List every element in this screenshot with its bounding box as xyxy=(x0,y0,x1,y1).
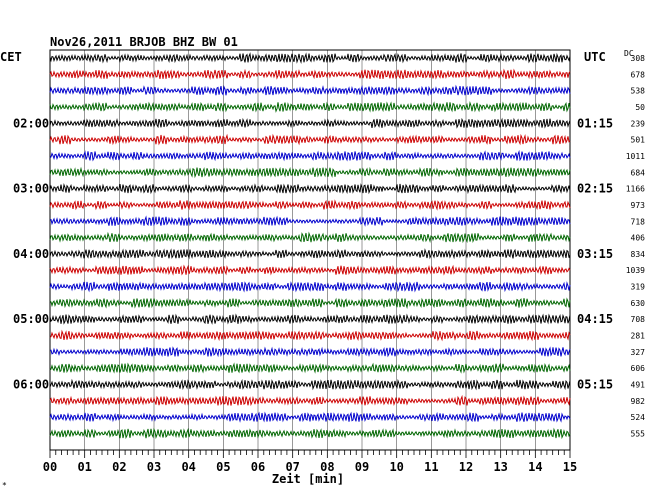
dc-offset-label: 308 xyxy=(631,54,646,63)
trace-line xyxy=(49,297,571,310)
trace-line xyxy=(49,362,571,374)
dc-offset-label: 406 xyxy=(631,234,646,243)
trace-line xyxy=(49,248,571,260)
dc-offset-label: 982 xyxy=(631,397,646,406)
x-axis: 00 01 02 03 04 05 06 07 08 09 10 11 12 13 14 15 xyxy=(43,450,577,474)
x-tick-label: 11 xyxy=(424,460,438,474)
x-tick-label: 06 xyxy=(251,460,265,474)
dc-offset-label: 834 xyxy=(631,250,646,259)
trace-line xyxy=(49,329,571,342)
x-tick-label: 09 xyxy=(355,460,369,474)
dc-offset-label: 678 xyxy=(631,70,646,79)
left-hour-label: 04:00 xyxy=(13,247,49,261)
trace-line xyxy=(49,68,571,80)
x-tick-label: 13 xyxy=(493,460,507,474)
dc-offset-label: 524 xyxy=(631,413,646,422)
dc-offset-label: 319 xyxy=(631,283,646,292)
dc-offset-label: 1166 xyxy=(626,185,645,194)
left-hour-label: 03:00 xyxy=(13,182,49,196)
row-labels: 02:00 03:00 04:00 05:00 06:00 01:15 02:15 03:15… xyxy=(13,54,645,439)
chart-title: Nov26,2011 BRJOB BHZ BW 01 xyxy=(50,35,238,49)
trace-line xyxy=(49,166,571,179)
dc-offset-label: 708 xyxy=(631,315,646,324)
dc-header-label: DC xyxy=(624,49,634,58)
x-tick-label: 04 xyxy=(181,460,195,474)
dc-offset-label: 718 xyxy=(631,217,646,226)
dc-offset-label: 1039 xyxy=(626,266,645,275)
dc-offset-label: 1011 xyxy=(626,152,645,161)
x-tick-label: 07 xyxy=(285,460,299,474)
dc-offset-label: 538 xyxy=(631,87,646,96)
dc-offset-label: 491 xyxy=(631,381,646,390)
right-hour-label: 02:15 xyxy=(577,182,613,196)
dc-offset-label: 973 xyxy=(631,201,646,210)
trace-line xyxy=(49,199,571,211)
x-tick-label: 08 xyxy=(320,460,334,474)
x-tick-label: 12 xyxy=(459,460,473,474)
trace-line xyxy=(49,231,571,244)
trace-line xyxy=(49,149,571,162)
trace-line xyxy=(49,411,571,423)
trace-line xyxy=(49,133,571,146)
trace-line xyxy=(49,215,571,227)
x-tick-label: 00 xyxy=(43,460,57,474)
left-timezone-label: CET xyxy=(0,50,22,64)
dc-offset-label: 239 xyxy=(631,119,646,128)
dc-offset-label: 606 xyxy=(631,364,646,373)
x-tick-label: 02 xyxy=(112,460,126,474)
right-hour-label: 01:15 xyxy=(577,116,613,130)
trace-line xyxy=(49,264,571,276)
dc-offset-label: 684 xyxy=(631,168,646,177)
left-hour-label: 06:00 xyxy=(13,378,49,392)
trace-line xyxy=(49,117,571,129)
trace-line xyxy=(49,183,571,195)
left-hour-label: 05:00 xyxy=(13,312,49,326)
trace-line xyxy=(49,378,571,391)
trace-line xyxy=(49,346,571,358)
x-axis-label: Zeit [min] xyxy=(272,472,344,486)
footer-mark: * xyxy=(2,481,7,490)
x-tick-label: 03 xyxy=(147,460,161,474)
right-timezone-label: UTC xyxy=(584,50,606,64)
right-hour-label: 03:15 xyxy=(577,247,613,261)
right-hour-label: 05:15 xyxy=(577,378,613,392)
trace-line xyxy=(49,100,571,113)
dc-offset-label: 555 xyxy=(631,430,646,439)
left-hour-label: 02:00 xyxy=(13,116,49,130)
dc-offset-label: 501 xyxy=(631,136,646,145)
trace-line xyxy=(49,52,571,65)
trace-line xyxy=(49,281,571,293)
x-tick-label: 10 xyxy=(389,460,403,474)
x-tick-label: 01 xyxy=(77,460,91,474)
right-hour-label: 04:15 xyxy=(577,312,613,326)
dc-offset-label: 630 xyxy=(631,299,646,308)
trace-line xyxy=(49,394,571,407)
trace-line xyxy=(49,427,571,440)
x-tick-label: 14 xyxy=(528,460,542,474)
dc-offset-label: 327 xyxy=(631,348,646,357)
x-tick-label: 05 xyxy=(216,460,230,474)
trace-line xyxy=(49,313,571,325)
x-tick-label: 15 xyxy=(563,460,577,474)
trace-layer xyxy=(49,52,571,440)
trace-line xyxy=(49,84,571,97)
dc-offset-label: 50 xyxy=(635,103,645,112)
dc-offset-label: 281 xyxy=(631,332,646,341)
